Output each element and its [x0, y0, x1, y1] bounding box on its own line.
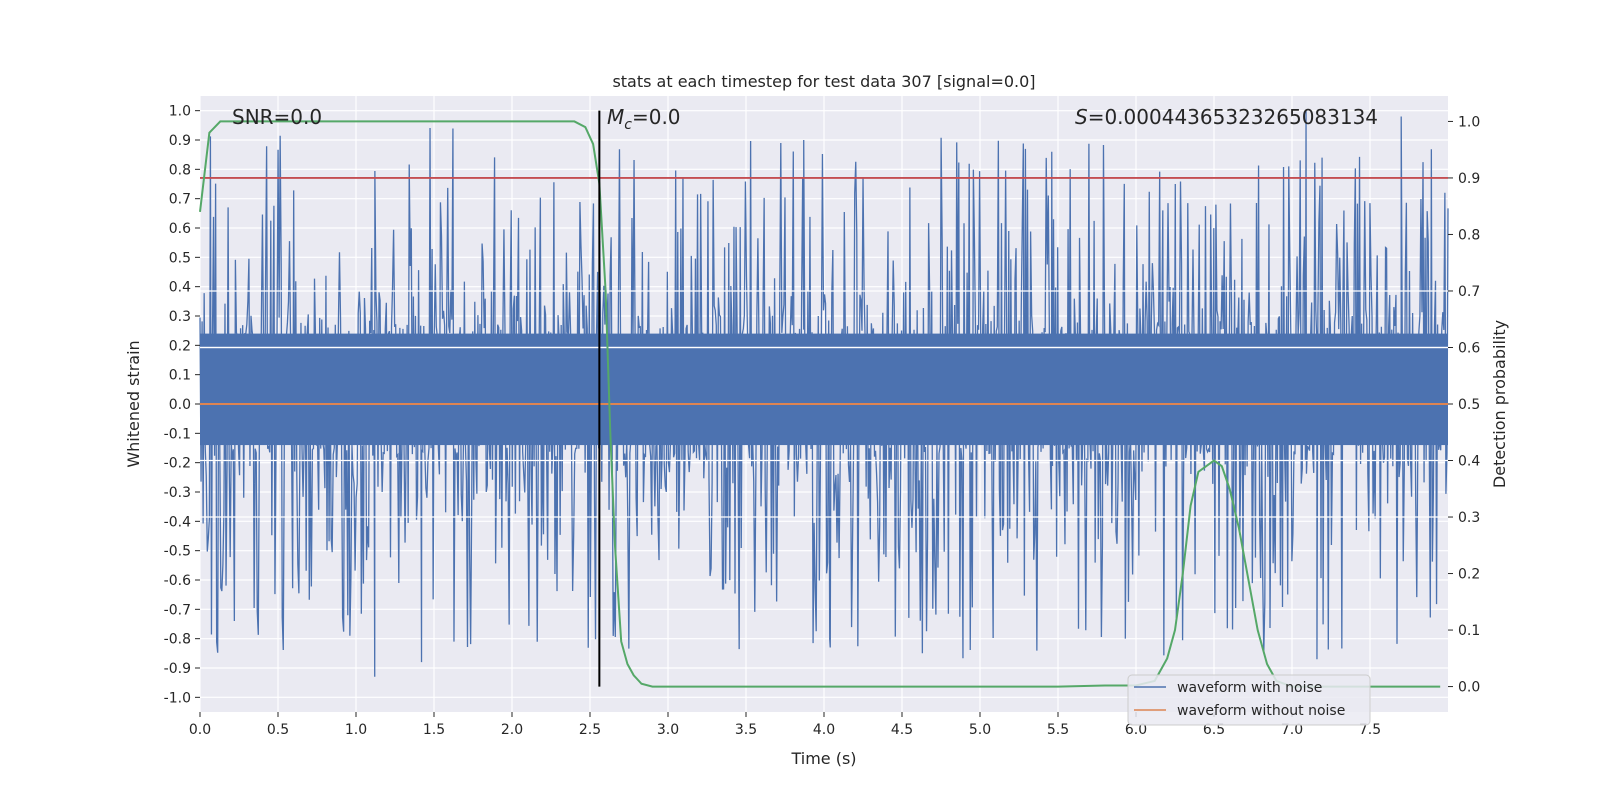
y-left-tick-label: 0.0: [169, 397, 191, 413]
chart-title: stats at each timestep for test data 307…: [612, 72, 1035, 91]
x-tick-label: 0.5: [267, 722, 289, 738]
y-right-tick-label: 1.0: [1458, 114, 1480, 130]
y-left-tick-label: -0.8: [164, 632, 191, 648]
x-axis-label: Time (s): [790, 749, 856, 768]
legend-label-noise: waveform with noise: [1177, 680, 1322, 696]
y-left-tick-label: -0.4: [164, 514, 191, 530]
chirp-mass-annotation: Mc=0.0: [607, 105, 681, 133]
x-tick-label: 6.0: [1125, 722, 1147, 738]
x-tick-label: 3.0: [657, 722, 679, 738]
x-tick-label: 3.5: [735, 722, 757, 738]
y-left-tick-label: 0.1: [169, 368, 191, 384]
waveform-noise-core: [200, 333, 1448, 446]
y-left-tick-label: 0.8: [169, 162, 191, 178]
y-axis-label-right: Detection probability: [1490, 320, 1509, 488]
mc-value: =0.0: [632, 105, 681, 129]
s-value: =0.00044365323265083134: [1088, 105, 1378, 129]
snr-annotation: SNR=0.0: [232, 105, 322, 129]
x-tick-label: 6.5: [1203, 722, 1225, 738]
tick-layer: 0.0 0.5 1.0 1.5 2.0 2.5 3.0 3.5 4.0 4.5 5.0 5.5 6.0 6…: [164, 104, 1481, 738]
y-left-tick-label: -0.5: [164, 544, 191, 560]
y-left-tick-label: 0.9: [169, 133, 191, 149]
y-right-tick-label: 0.9: [1458, 171, 1480, 187]
mc-subscript: c: [624, 117, 632, 133]
y-left-tick-label: -0.7: [164, 602, 191, 618]
y-left-tick-label: -0.3: [164, 485, 191, 501]
series-layer: [199, 110, 1448, 688]
y-right-tick-label: 0.5: [1458, 397, 1480, 413]
x-tick-label: 5.0: [969, 722, 991, 738]
legend-label-clean: waveform without noise: [1177, 703, 1345, 719]
y-left-tick-label: -0.9: [164, 661, 191, 677]
y-right-tick-label: 0.3: [1458, 510, 1480, 526]
y-left-tick-label: 0.3: [169, 309, 191, 325]
y-left-tick-label: -1.0: [164, 690, 191, 706]
y-left-tick-label: -0.1: [164, 426, 191, 442]
series-waveform-with-noise: [199, 110, 1449, 677]
series-detection-probability: [199, 120, 1441, 688]
y-left-tick-label: 0.4: [169, 280, 191, 296]
statistic-annotation: S=0.00044365323265083134: [1075, 105, 1378, 129]
x-tick-label: 4.0: [813, 722, 835, 738]
y-left-tick-label: 0.6: [169, 221, 191, 237]
legend: waveform with noise waveform without noi…: [1127, 674, 1371, 726]
y-right-tick-label: 0.0: [1458, 680, 1480, 696]
x-tick-label: 7.5: [1359, 722, 1381, 738]
x-tick-label: 1.0: [345, 722, 367, 738]
y-right-tick-label: 0.6: [1458, 340, 1480, 356]
y-left-tick-label: 1.0: [169, 104, 191, 120]
y-right-tick-label: 0.4: [1458, 454, 1480, 470]
y-left-tick-label: 0.2: [169, 338, 191, 354]
y-left-tick-label: 0.5: [169, 250, 191, 266]
y-axis-label-left: Whitened strain: [124, 340, 143, 467]
x-tick-label: 7.0: [1281, 722, 1303, 738]
y-left-tick-label: 0.7: [169, 192, 191, 208]
x-tick-label: 2.5: [579, 722, 601, 738]
x-tick-label: 5.5: [1047, 722, 1069, 738]
mc-symbol: M: [607, 105, 624, 129]
y-right-tick-label: 0.7: [1458, 284, 1480, 300]
y-right-tick-label: 0.8: [1458, 227, 1480, 243]
legend-box: [1127, 674, 1371, 726]
noise-layer: [199, 110, 1449, 677]
s-symbol: S: [1075, 105, 1088, 129]
y-right-tick-label: 0.1: [1458, 623, 1480, 639]
y-left-tick-label: -0.6: [164, 573, 191, 589]
y-left-tick-label: -0.2: [164, 456, 191, 472]
x-tick-label: 1.5: [423, 722, 445, 738]
x-tick-label: 2.0: [501, 722, 523, 738]
x-tick-label: 4.5: [891, 722, 913, 738]
y-right-tick-label: 0.2: [1458, 567, 1480, 583]
x-tick-label: 0.0: [189, 722, 211, 738]
